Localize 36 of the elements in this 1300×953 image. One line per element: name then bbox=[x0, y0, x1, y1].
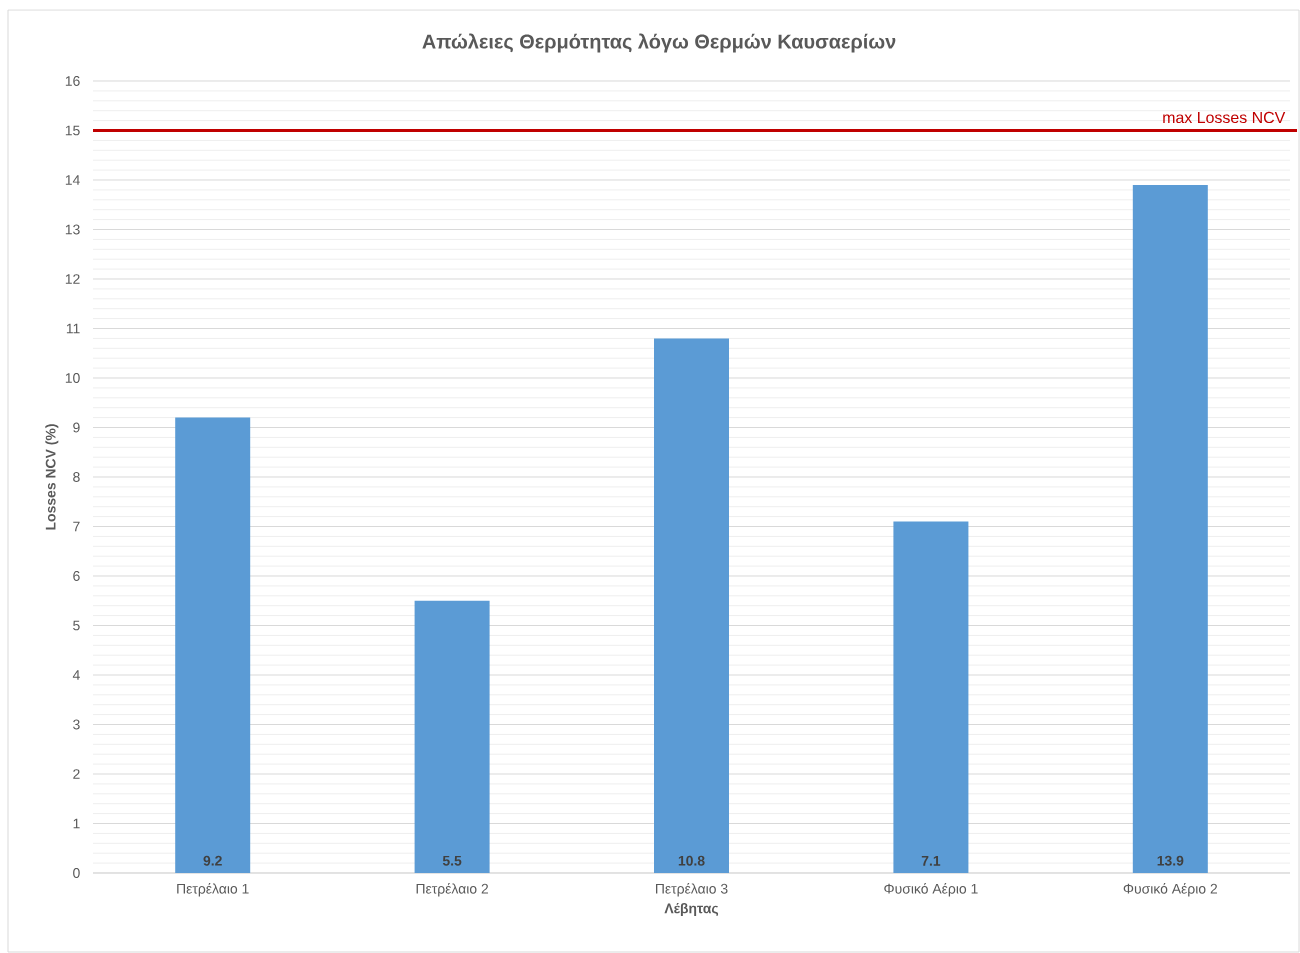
y-tick-label: 10 bbox=[65, 373, 80, 383]
ref-line-label: max Losses NCV bbox=[1163, 111, 1286, 124]
y-tick-label: 12 bbox=[65, 274, 80, 284]
y-tick-label: 3 bbox=[73, 719, 80, 730]
y-tick-label: 1 bbox=[73, 818, 80, 829]
bar bbox=[175, 417, 251, 873]
data-label: 9.2 bbox=[203, 855, 222, 866]
y-tick-label: 16 bbox=[65, 76, 80, 86]
bar bbox=[654, 338, 730, 873]
x-tick-label: Φυσικό Αέριο 2 bbox=[1123, 883, 1218, 897]
y-tick-label: 0 bbox=[73, 868, 80, 878]
y-axis-title: Losses NCV (%) bbox=[45, 424, 59, 530]
y-tick-label: 2 bbox=[73, 769, 80, 779]
bar bbox=[893, 521, 969, 873]
y-tick-label: 6 bbox=[73, 571, 80, 581]
y-tick-label: 4 bbox=[72, 670, 80, 680]
x-tick-label: Πετρέλαιο 3 bbox=[656, 883, 728, 897]
y-tick-label: 13 bbox=[65, 224, 80, 235]
y-tick-label: 7 bbox=[73, 521, 80, 532]
y-tick-label: 14 bbox=[65, 175, 80, 185]
y-tick-label: 11 bbox=[66, 323, 80, 334]
data-label: 10.8 bbox=[678, 855, 705, 866]
y-tick-label: 5 bbox=[73, 620, 80, 631]
x-tick-label: Φυσικό Αέριο 1 bbox=[884, 883, 978, 897]
x-tick-label: Πετρέλαιο 1 bbox=[177, 883, 249, 897]
chart-title: Απώλειες Θερμότητας λόγω Θερμών Καυσαερίων bbox=[422, 33, 896, 53]
y-tick-label: 8 bbox=[73, 472, 80, 482]
x-tick-label: Πετρέλαιο 2 bbox=[416, 883, 489, 897]
x-axis-title: Λέβητας bbox=[664, 902, 719, 917]
y-tick-label: 9 bbox=[73, 422, 80, 433]
data-label: 13.9 bbox=[1157, 855, 1184, 866]
data-label: 7.1 bbox=[921, 856, 941, 866]
data-label: 5.5 bbox=[442, 855, 462, 866]
y-tick-label: 15 bbox=[65, 125, 80, 136]
bar bbox=[1132, 184, 1208, 873]
bar bbox=[414, 600, 490, 873]
